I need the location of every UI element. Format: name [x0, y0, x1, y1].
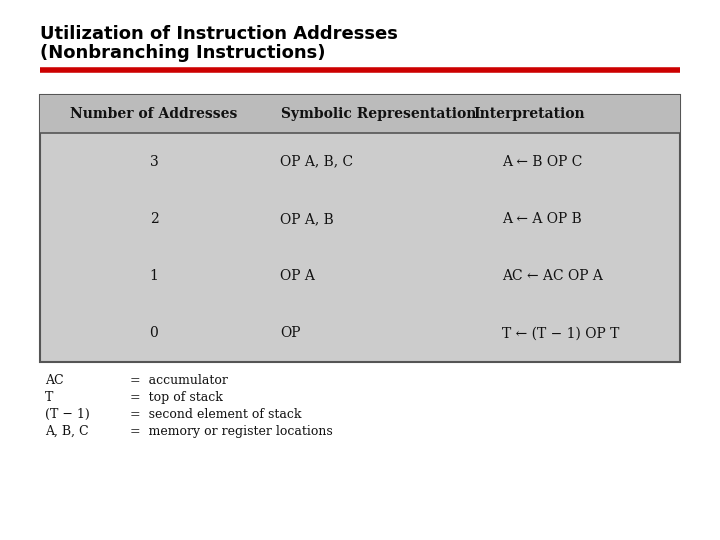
Text: (T − 1): (T − 1) — [45, 408, 90, 421]
Text: Interpretation: Interpretation — [473, 107, 585, 121]
Text: AC: AC — [45, 374, 63, 387]
Text: Number of Addresses: Number of Addresses — [71, 107, 238, 121]
Text: OP: OP — [280, 326, 300, 340]
Text: 0: 0 — [150, 326, 158, 340]
Text: T: T — [45, 391, 53, 404]
Text: (Nonbranching Instructions): (Nonbranching Instructions) — [40, 44, 325, 62]
Text: =  accumulator: = accumulator — [130, 374, 228, 387]
Text: 3: 3 — [150, 154, 158, 168]
Text: A, B, C: A, B, C — [45, 425, 89, 438]
Text: OP A, B, C: OP A, B, C — [280, 154, 353, 168]
Text: 1: 1 — [150, 269, 158, 283]
Text: =  second element of stack: = second element of stack — [130, 408, 302, 421]
Bar — [40, 95, 680, 362]
Bar — [40, 95, 680, 133]
Text: =  memory or register locations: = memory or register locations — [130, 425, 333, 438]
Text: OP A, B: OP A, B — [280, 212, 334, 226]
Text: Utilization of Instruction Addresses: Utilization of Instruction Addresses — [40, 25, 398, 43]
Text: AC ← AC OP A: AC ← AC OP A — [502, 269, 603, 283]
Text: =  top of stack: = top of stack — [130, 391, 223, 404]
Text: OP A: OP A — [280, 269, 315, 283]
Text: T ← (T − 1) OP T: T ← (T − 1) OP T — [502, 326, 619, 340]
Text: 2: 2 — [150, 212, 158, 226]
Text: Symbolic Representation: Symbolic Representation — [282, 107, 477, 121]
Text: A ← A OP B: A ← A OP B — [502, 212, 582, 226]
Text: A ← B OP C: A ← B OP C — [502, 154, 582, 168]
